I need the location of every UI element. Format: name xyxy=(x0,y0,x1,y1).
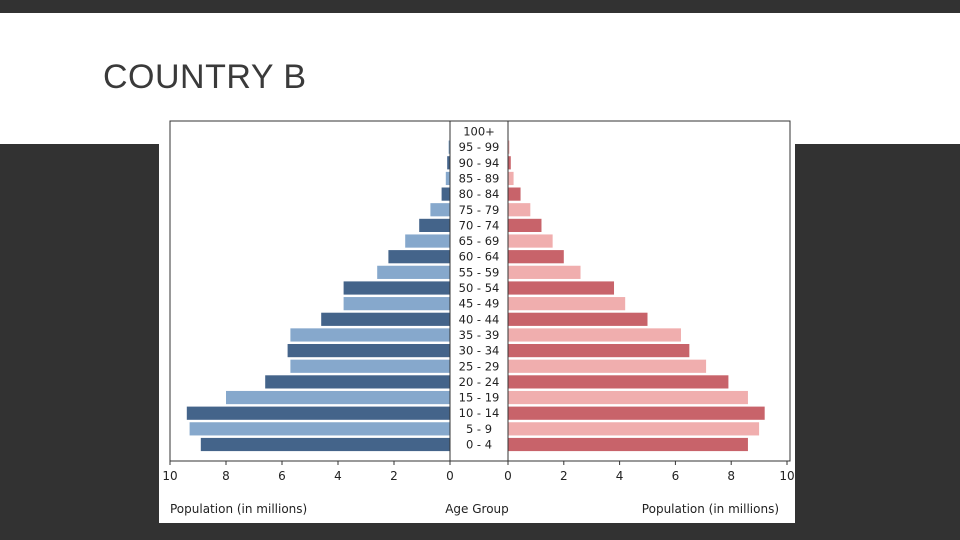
female-bar xyxy=(508,250,564,264)
male-bar xyxy=(189,422,450,436)
population-pyramid-chart: 100+ 95 - 99 90 - 94 85 - 89 80 - 84 75 - 79 7… xyxy=(159,113,795,523)
female-bar xyxy=(508,156,511,170)
age-group-label: 80 - 84 xyxy=(459,187,500,201)
age-group-label: 45 - 49 xyxy=(459,297,500,311)
x-axis-label-center: Age Group xyxy=(445,502,509,516)
female-bar xyxy=(508,218,542,232)
male-bar xyxy=(441,187,450,201)
male-bar xyxy=(265,375,450,389)
right-tick-label: 4 xyxy=(616,469,624,483)
age-group-label: 35 - 39 xyxy=(459,328,500,342)
male-bar xyxy=(448,140,450,154)
male-bar xyxy=(377,265,450,279)
age-group-label: 50 - 54 xyxy=(459,281,500,295)
left-tick-label: 8 xyxy=(222,469,230,483)
female-bar xyxy=(508,422,760,436)
age-group-label: 25 - 29 xyxy=(459,359,500,373)
male-bar xyxy=(287,344,450,358)
female-bar xyxy=(508,328,681,342)
age-group-label: 65 - 69 xyxy=(459,234,500,248)
male-bar xyxy=(343,297,450,311)
male-bar xyxy=(290,328,450,342)
left-tick-label: 10 xyxy=(162,469,177,483)
right-tick-label: 10 xyxy=(779,469,794,483)
age-group-label: 95 - 99 xyxy=(459,140,500,154)
age-group-label: 20 - 24 xyxy=(459,375,500,389)
female-bar xyxy=(508,281,615,295)
female-bar xyxy=(508,234,553,248)
female-bar xyxy=(508,171,514,186)
right-tick-label: 2 xyxy=(560,469,568,483)
age-group-label: 60 - 64 xyxy=(459,250,500,264)
age-group-label: 75 - 79 xyxy=(459,203,500,217)
female-bar xyxy=(508,265,581,279)
x-axis-label-left: Population (in millions) xyxy=(170,502,307,516)
male-bar xyxy=(290,359,450,373)
right-tick-label: 8 xyxy=(727,469,735,483)
left-tick-label: 6 xyxy=(278,469,286,483)
male-bar xyxy=(447,156,450,170)
x-axis-label-right: Population (in millions) xyxy=(642,502,779,516)
age-group-label: 85 - 89 xyxy=(459,171,500,185)
left-tick-label: 2 xyxy=(390,469,398,483)
age-group-label: 15 - 19 xyxy=(459,391,500,405)
plot-frame xyxy=(169,120,791,462)
age-group-label: 5 - 9 xyxy=(466,422,492,436)
male-bar xyxy=(405,234,450,248)
right-tick-label: 0 xyxy=(504,469,512,483)
female-bar xyxy=(508,203,531,217)
male-bar xyxy=(430,203,450,217)
female-bar xyxy=(508,312,648,326)
female-bar xyxy=(508,406,765,420)
age-group-label: 70 - 74 xyxy=(459,218,500,232)
female-bar xyxy=(508,437,748,452)
male-bar xyxy=(445,171,450,186)
age-group-label: 90 - 94 xyxy=(459,156,500,170)
age-group-label: 55 - 59 xyxy=(459,265,500,279)
left-tick-label: 4 xyxy=(334,469,342,483)
slide-title: COUNTRY B xyxy=(103,58,307,96)
age-group-label: 0 - 4 xyxy=(466,438,492,452)
male-bar xyxy=(200,437,450,452)
female-bar xyxy=(508,344,690,358)
female-bar xyxy=(508,187,521,201)
age-group-label: 100+ xyxy=(463,125,495,139)
female-bar xyxy=(508,375,729,389)
male-bar xyxy=(388,250,450,264)
age-group-label: 10 - 14 xyxy=(459,406,500,420)
male-bar xyxy=(321,312,450,326)
female-bar xyxy=(508,390,748,405)
male-bar xyxy=(226,390,450,405)
female-bar xyxy=(508,359,707,373)
female-bar xyxy=(508,140,510,154)
male-bar xyxy=(419,218,450,232)
male-bar xyxy=(343,281,450,295)
left-tick-label: 0 xyxy=(446,469,454,483)
top-bar xyxy=(0,0,960,13)
female-bar xyxy=(508,297,626,311)
right-tick-label: 6 xyxy=(672,469,680,483)
age-group-label: 30 - 34 xyxy=(459,344,500,358)
male-bar xyxy=(186,406,451,420)
age-group-label: 40 - 44 xyxy=(459,312,500,326)
